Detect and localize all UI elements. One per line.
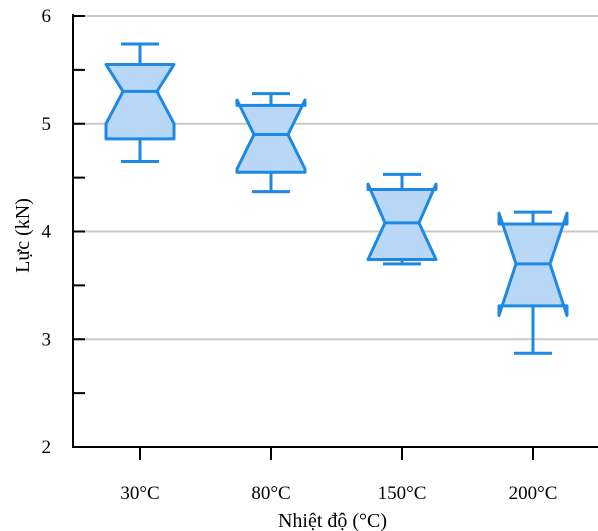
box-30°C	[104, 42, 176, 163]
x-tick-label-150°C: 150°C	[378, 483, 427, 504]
box-80°C	[235, 92, 307, 194]
y-tick-label-4: 4	[42, 222, 52, 243]
box-plot-series	[104, 42, 569, 355]
box-150°C	[366, 172, 438, 266]
y-tick-label-3: 3	[42, 329, 52, 350]
axes: 2 3 4 5 6 30°C 80°C 150°C 200°C	[42, 6, 598, 504]
x-tick-label-30°C: 30°C	[120, 483, 159, 504]
box-body	[235, 98, 307, 174]
x-tick-label-200°C: 200°C	[509, 483, 558, 504]
x-axis-label: Nhiệt độ (°C)	[278, 510, 387, 531]
y-tick-label-5: 5	[42, 114, 52, 135]
x-tick-label-80°C: 80°C	[251, 483, 290, 504]
y-tick-label-6: 6	[42, 6, 52, 27]
y-tick-label-2: 2	[42, 437, 52, 458]
y-axis-label: Lực (kN)	[12, 198, 34, 273]
box-body	[104, 62, 176, 141]
box-200°C	[497, 210, 569, 355]
